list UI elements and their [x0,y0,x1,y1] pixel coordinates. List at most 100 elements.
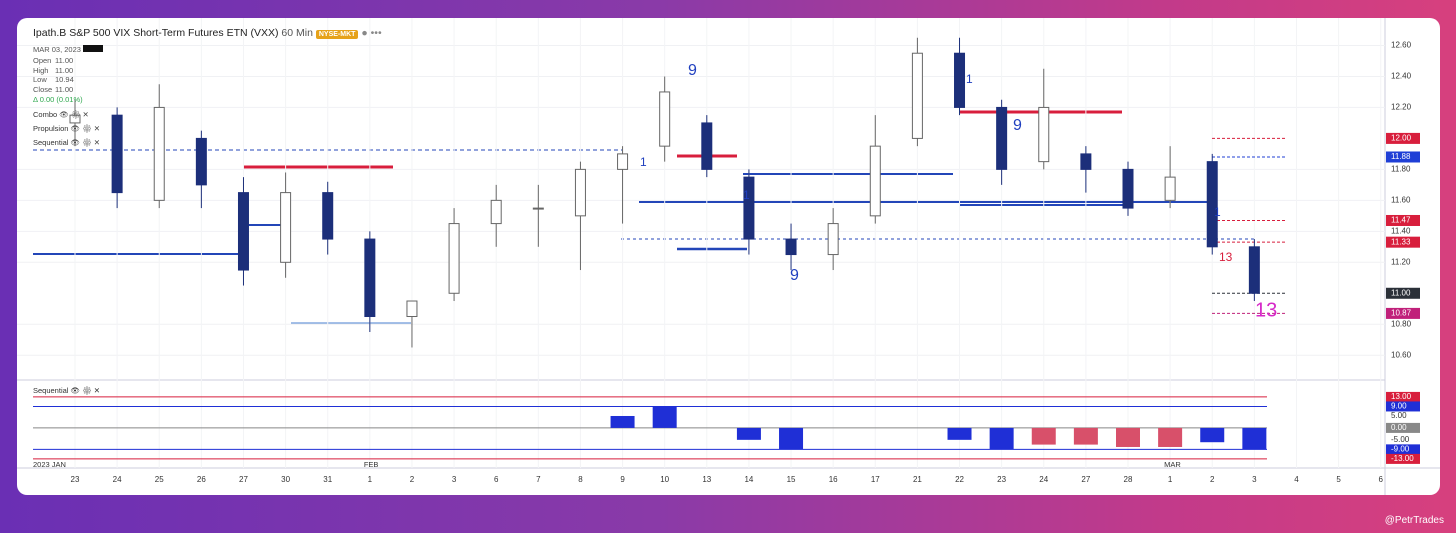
price-label: 11.88 [1391,152,1411,161]
candle-body [617,153,629,170]
candle-body [406,300,418,318]
candle-body [1080,153,1092,170]
ohlc-row: Low 10.94 [33,75,74,85]
x-tick-label: 17 [871,475,880,484]
x-tick-label: 6 [1378,475,1383,484]
indicator-list: Combo 👁 ⚙ ✕ Propulsion 👁 ⚙ ✕ Sequential 👁 … [33,108,100,150]
indicator-icons: 👁 ⚙ ✕ [68,138,101,147]
indicator-icons: 👁 ⚙ ✕ [57,110,89,119]
x-tick-label: 2 [410,475,415,484]
price-label-bg [1386,236,1420,248]
sequential-bar [989,427,1014,450]
level-label-bg [1386,453,1420,464]
y-tick-label: 11.40 [1391,226,1411,235]
setup-count: 1 [966,72,973,86]
pane-title: Sequential [33,386,69,395]
candle-body [69,114,81,124]
sequential-bar [1116,427,1140,447]
candle-body [448,223,460,294]
indicator-name: Combo [33,110,58,119]
indicator-row: Sequential 👁 ⚙ ✕ [33,136,100,150]
ohlc-value: 11.00 [55,65,74,75]
sequential-bar [736,427,761,440]
candle-body [1164,176,1176,201]
change-row: Δ 0.00 (0.01%) [33,95,83,104]
price-label: 11.33 [1391,237,1411,246]
x-tick-label: 9 [620,475,625,484]
candle-body [996,106,1008,170]
candle-body [827,223,839,256]
price-label-bg [1386,287,1420,299]
price-label-bg [1386,151,1420,163]
y-tick-label: 12.40 [1391,72,1412,81]
ohlc-label: Open [33,56,52,65]
x-tick-label: 24 [113,475,122,484]
month-label: 2023 JAN [33,460,66,469]
price-label: 10.87 [1391,309,1412,318]
date: MAR 03, 2023 [33,45,81,54]
symbol-title: Ipath.B S&P 500 VIX Short-Term Futures E… [33,27,382,39]
price-label: 11.47 [1391,216,1411,225]
x-tick-label: 3 [1252,475,1257,484]
y-tick-label: 11.80 [1391,164,1411,173]
candle-body [1038,106,1050,163]
chart: 10.60 10.80 11.20 11.40 11.60 11.80 12.20 12.40… [17,18,1440,495]
y2-tick-label: 5.00 [1391,411,1407,420]
change: 0.00 (0.01%) [39,95,83,104]
price-label-bg [1386,132,1420,144]
indicator-row: Combo 👁 ⚙ ✕ [33,108,100,122]
month-label: MAR [1164,460,1181,469]
month-label: FEB [364,460,379,469]
x-tick-label: 21 [913,475,922,484]
candle-body [490,199,502,225]
x-tick-label: 27 [239,475,248,484]
watermark: @PetrTrades [1384,515,1444,526]
candle-body [1122,168,1134,209]
sequential-pane-title: Sequential 👁 ⚙ ✕ [33,386,101,395]
y2-tick-label: -5.00 [1391,435,1410,444]
x-tick-label: 4 [1294,475,1299,484]
ohlc-row: High 11.00 [33,66,74,76]
x-tick-label: 24 [1039,475,1048,484]
indicator-row: Propulsion 👁 ⚙ ✕ [33,122,100,136]
price-label-bg [1386,307,1420,319]
price-label: 12.00 [1391,134,1412,143]
ohlc-label: Close [33,84,53,94]
x-tick-label: 3 [452,475,457,484]
x-tick-label: 6 [494,475,499,484]
candle-body [364,238,376,318]
price-label-bg [1386,214,1420,226]
setup-count: 9 [1013,117,1022,134]
setup-count: 9 [790,267,799,284]
y-tick-label: 12.20 [1391,103,1412,112]
ohlc-row: Open 11.00 [33,56,74,66]
candle-body [701,122,713,170]
candle-body [574,168,586,217]
candle-body [785,238,797,256]
indicator-name: Propulsion [33,124,69,133]
x-tick-label: 5 [1336,475,1341,484]
y2-tick-label: 0.00 [1391,423,1407,432]
ohlc-label: High [33,65,49,75]
x-tick-label: 13 [702,475,711,484]
x-tick-label: 1 [1168,475,1173,484]
x-tick-label: 28 [1124,475,1133,484]
symbol: Ipath.B S&P 500 VIX Short-Term Futures E… [33,27,279,39]
x-tick-label: 26 [197,475,206,484]
x-tick-label: 1 [368,475,373,484]
sequential-bar [947,427,972,440]
y2-tick-label: 13.00 [1391,392,1412,401]
candle-body [1248,246,1260,294]
y-tick-label: 10.80 [1391,319,1412,328]
x-tick-label: 27 [1081,475,1090,484]
level-label-bg [1386,444,1420,455]
y-tick-label: 11.60 [1391,195,1411,204]
y-tick-label: 11.20 [1391,257,1411,266]
candle-body [911,52,923,139]
x-tick-label: 23 [997,475,1006,484]
indicator-name: Sequential [33,138,69,147]
y2-tick-label: -9.00 [1391,444,1410,453]
date-row: MAR 03, 2023 [33,45,104,54]
indicator-icons: 👁 ⚙ ✕ [68,124,101,133]
